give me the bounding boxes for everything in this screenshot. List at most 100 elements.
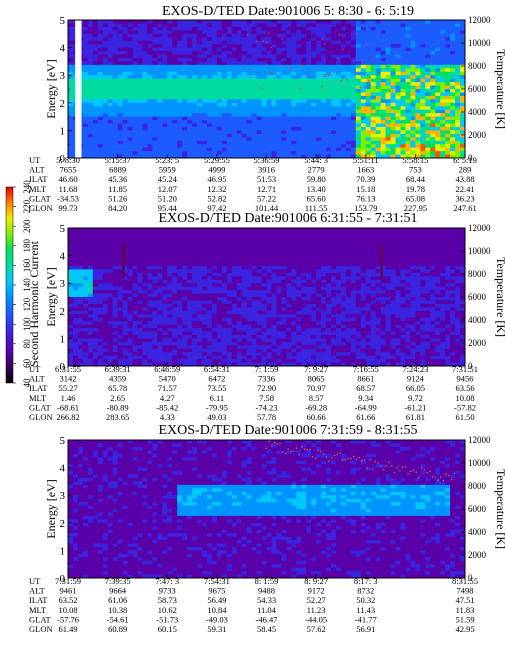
- heatmap-cell: [311, 109, 317, 114]
- heatmap-cell: [450, 37, 456, 42]
- heatmap-cell: [137, 126, 143, 131]
- heatmap-cell: [380, 126, 386, 131]
- heatmap-cell: [152, 113, 158, 117]
- heatmap-cell: [177, 116, 183, 121]
- heatmap-cell: [172, 26, 178, 31]
- heatmap-cell: [182, 297, 188, 301]
- heatmap-cell: [92, 102, 99, 107]
- heatmap-cell: [266, 106, 272, 111]
- heatmap-cell: [331, 61, 337, 66]
- heatmap-cell: [172, 106, 178, 111]
- heatmap-cell: [345, 44, 352, 48]
- heatmap-cell: [117, 151, 123, 155]
- heatmap-cell: [167, 126, 173, 131]
- heatmap-cell: [375, 51, 382, 55]
- heatmap-cell: [331, 151, 337, 155]
- heatmap-cell: [97, 78, 104, 83]
- heatmap-cell: [345, 64, 352, 69]
- heatmap-cell: [201, 33, 208, 38]
- heatmap-cell: [87, 147, 94, 152]
- heatmap-cell: [201, 133, 208, 138]
- heatmap-cell: [430, 26, 436, 31]
- heatmap-cell: [211, 303, 218, 308]
- heatmap-cell: [291, 64, 297, 69]
- heatmap-cell: [335, 44, 342, 48]
- heatmap-cell: [405, 71, 411, 76]
- heatmap-cell: [182, 33, 188, 38]
- heatmap-cell: [410, 40, 416, 45]
- heatmap-cell: [380, 30, 386, 35]
- heatmap-cell: [162, 68, 168, 73]
- heatmap-cell: [97, 355, 104, 360]
- heatmap-cell: [261, 78, 267, 83]
- heatmap-cell: [326, 116, 332, 121]
- heatmap-cell: [241, 113, 248, 117]
- heatmap-cell: [370, 47, 377, 52]
- heatmap-cell: [286, 57, 292, 62]
- heatmap-cell: [107, 147, 114, 152]
- heatmap-cell: [380, 120, 386, 124]
- heatmap-cell: [182, 116, 188, 121]
- ephemeris-value: 6: 5:19: [453, 155, 477, 165]
- heatmap-cell: [102, 57, 109, 62]
- heatmap-cell: [216, 310, 223, 315]
- heatmap-cell: [187, 321, 193, 325]
- heatmap-cell: [261, 352, 267, 357]
- heatmap-cell: [177, 300, 183, 305]
- heatmap-cell: [167, 44, 173, 48]
- heatmap-cell: [435, 71, 441, 76]
- heatmap-cell: [236, 61, 243, 66]
- heatmap-cell: [340, 71, 347, 76]
- heatmap-cell: [77, 314, 84, 319]
- heatmap-cell: [97, 259, 104, 263]
- heatmap-cell: [142, 51, 148, 55]
- heatmap-cell: [286, 109, 292, 114]
- heatmap-cell: [117, 321, 123, 325]
- heatmap-cell: [92, 82, 99, 86]
- heatmap-cell: [281, 137, 287, 142]
- heatmap-cell: [430, 85, 436, 90]
- heatmap-cell: [430, 23, 436, 28]
- heatmap-cell: [261, 44, 267, 48]
- heatmap-cell: [122, 123, 128, 128]
- heatmap-cell: [360, 147, 367, 152]
- heatmap-cell: [132, 40, 138, 45]
- heatmap-cell: [360, 151, 367, 155]
- heatmap-cell: [390, 37, 396, 42]
- heatmap-cell: [455, 89, 461, 93]
- heatmap-cell: [201, 68, 208, 73]
- heatmap-cell: [187, 151, 193, 155]
- heatmap-cell: [127, 334, 133, 339]
- heatmap-cell: [152, 71, 158, 76]
- heatmap-cell: [410, 133, 416, 138]
- heatmap-cell: [162, 321, 168, 325]
- heatmap-cell: [340, 44, 347, 48]
- heatmap-cell: [231, 231, 238, 236]
- heatmap-cell: [286, 89, 292, 93]
- heatmap-cell: [395, 61, 401, 66]
- heatmap-cell: [261, 276, 267, 281]
- heatmap-cell: [167, 102, 173, 107]
- heatmap-cell: [241, 310, 248, 315]
- heatmap-cell: [127, 44, 133, 48]
- heatmap-cell: [142, 99, 148, 104]
- y2-tick-label: 8000: [468, 61, 487, 71]
- heatmap-cell: [152, 269, 158, 274]
- heatmap-cell: [122, 95, 128, 100]
- heatmap-cell: [107, 151, 114, 155]
- heatmap-cell: [177, 82, 183, 86]
- heatmap-cell: [306, 113, 312, 117]
- heatmap-cell: [281, 44, 287, 48]
- heatmap-cell: [122, 130, 128, 135]
- heatmap-cell: [162, 151, 168, 155]
- heatmap-cell: [365, 26, 372, 31]
- heatmap-cell: [261, 113, 267, 117]
- heatmap-cell: [142, 116, 148, 121]
- heatmap-cell: [445, 33, 451, 38]
- heatmap-cell: [261, 133, 267, 138]
- heatmap-cell: [331, 71, 337, 76]
- heatmap-cell: [147, 290, 153, 294]
- heatmap-cell: [216, 40, 223, 45]
- heatmap-cell: [251, 147, 257, 152]
- heatmap-cell: [142, 324, 148, 329]
